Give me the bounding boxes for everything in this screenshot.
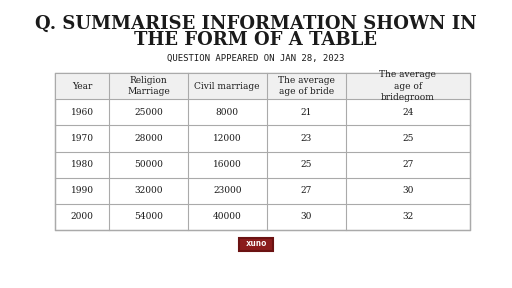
Text: Q. SUMMARISE INFORMATION SHOWN IN: Q. SUMMARISE INFORMATION SHOWN IN — [35, 15, 477, 33]
Text: Civil marriage: Civil marriage — [195, 82, 260, 91]
Text: 23: 23 — [301, 134, 312, 143]
Text: 50000: 50000 — [134, 160, 163, 169]
Text: 27: 27 — [402, 160, 413, 169]
Text: 16000: 16000 — [213, 160, 242, 169]
Text: 25: 25 — [402, 134, 414, 143]
Text: 1970: 1970 — [71, 134, 94, 143]
Text: 1960: 1960 — [71, 108, 94, 117]
Text: Year: Year — [72, 82, 92, 91]
Text: 21: 21 — [301, 108, 312, 117]
Text: 12000: 12000 — [213, 134, 242, 143]
Text: 40000: 40000 — [213, 213, 242, 221]
Text: 24: 24 — [402, 108, 413, 117]
FancyBboxPatch shape — [239, 238, 273, 251]
FancyBboxPatch shape — [55, 73, 470, 99]
Text: 27: 27 — [301, 186, 312, 195]
Text: 1990: 1990 — [71, 186, 94, 195]
Text: 1980: 1980 — [71, 160, 94, 169]
Text: 25000: 25000 — [134, 108, 163, 117]
Text: 28000: 28000 — [134, 134, 163, 143]
Text: QUESTION APPEARED ON JAN 28, 2023: QUESTION APPEARED ON JAN 28, 2023 — [167, 54, 345, 62]
Text: 32: 32 — [402, 213, 413, 221]
Text: 25: 25 — [301, 160, 312, 169]
Text: Religion
Marriage: Religion Marriage — [127, 76, 170, 96]
Text: 2000: 2000 — [71, 213, 93, 221]
Text: 23000: 23000 — [213, 186, 242, 195]
Text: 30: 30 — [301, 213, 312, 221]
Text: The average
age of
bridegroom: The average age of bridegroom — [379, 71, 436, 102]
Text: THE FORM OF A TABLE: THE FORM OF A TABLE — [135, 31, 377, 49]
Text: 30: 30 — [402, 186, 413, 195]
Text: 54000: 54000 — [134, 213, 163, 221]
Text: The average
age of bride: The average age of bride — [278, 76, 334, 96]
Text: xuno: xuno — [245, 240, 267, 249]
FancyBboxPatch shape — [55, 73, 470, 230]
Text: 8000: 8000 — [216, 108, 239, 117]
Text: 32000: 32000 — [134, 186, 163, 195]
